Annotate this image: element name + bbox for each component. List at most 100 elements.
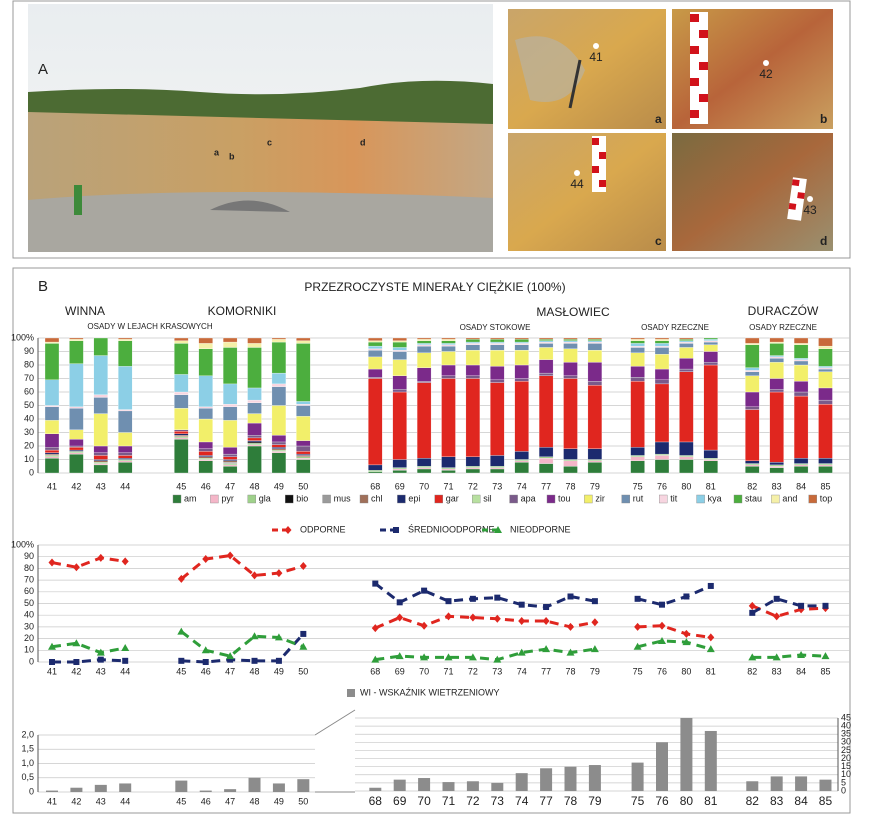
inset-d: [672, 133, 833, 251]
bar-segment: [271, 441, 287, 445]
bar-segment: [441, 344, 456, 347]
bar-segment: [441, 467, 456, 470]
bar-segment: [793, 457, 809, 464]
bar-segment: [630, 345, 645, 348]
bar-segment: [587, 460, 603, 463]
point: [445, 598, 452, 605]
bar-segment: [93, 452, 108, 456]
inset-b: [672, 9, 833, 129]
bar: [746, 781, 759, 791]
bar-segment: [538, 375, 554, 448]
bar-segment: [44, 452, 60, 455]
bar-segment: [222, 462, 238, 464]
x-tick-label: 71: [443, 666, 453, 676]
x-tick-label: 50: [298, 796, 308, 806]
bar-segment: [538, 457, 554, 464]
bar-segment: [93, 462, 108, 464]
bar-segment: [118, 340, 133, 367]
y-tick-label: 2,0: [21, 729, 34, 739]
bar-segment: [44, 405, 60, 408]
bar-segment: [222, 447, 238, 455]
sample-label: 44: [570, 177, 584, 191]
legend-swatch: [659, 494, 668, 504]
bar: [199, 790, 212, 792]
legend-label: mus: [334, 493, 352, 503]
x-tick-label: 42: [71, 796, 81, 806]
x-tick-label: 42: [71, 481, 81, 491]
bar: [297, 779, 310, 792]
legend-label: bio: [296, 493, 308, 503]
x-tick-label: 44: [120, 481, 130, 491]
legend-label: top: [820, 493, 833, 503]
legend-swatch: [509, 494, 518, 504]
bar-segment: [587, 448, 603, 460]
bar-segment: [563, 343, 578, 349]
bar-segment: [118, 462, 133, 474]
bar-segment: [222, 464, 238, 467]
line: [752, 653, 826, 659]
bar-segment: [69, 447, 84, 451]
y-tick-label: 25: [841, 745, 851, 755]
bar-segment: [222, 420, 238, 448]
bar-segment: [271, 341, 287, 374]
bar-segment: [514, 341, 529, 344]
bar-segment: [793, 466, 809, 474]
point: [797, 650, 806, 658]
legend-swatch: [771, 494, 780, 504]
point: [177, 574, 185, 583]
bar-segment: [296, 451, 311, 455]
sample-point: [807, 196, 813, 202]
x-tick-label: 81: [706, 481, 716, 491]
bar-segment: [247, 445, 262, 474]
y-tick-label: 20: [24, 440, 34, 450]
bar-segment: [174, 433, 189, 436]
bar-segment: [93, 445, 108, 453]
bar-segment: [465, 344, 481, 351]
bar-segment: [679, 455, 694, 457]
line: [51, 641, 126, 655]
bar-segment: [793, 337, 809, 344]
x-tick-label: 80: [681, 481, 691, 491]
bar-segment: [514, 337, 529, 340]
line: [180, 553, 304, 581]
bar-segment: [368, 378, 383, 466]
x-tick-label: 68: [370, 666, 380, 676]
bar-segment: [514, 343, 529, 345]
x-tick-label: 84: [794, 794, 808, 808]
bar-segment: [514, 460, 529, 463]
x-tick-label: 72: [466, 794, 480, 808]
bar-segment: [198, 343, 213, 349]
bar-segment: [296, 403, 311, 406]
bar-segment: [392, 347, 407, 351]
bar-segment: [654, 459, 670, 474]
point: [469, 595, 476, 602]
bar-segment: [392, 467, 407, 470]
bar-segment: [563, 460, 578, 467]
bar-segment: [587, 459, 603, 462]
y-tick-label: 100%: [11, 539, 34, 549]
bar-segment: [392, 359, 407, 376]
bar-segment: [416, 457, 432, 467]
bar-segment: [247, 441, 262, 444]
point: [517, 648, 526, 656]
point: [591, 598, 598, 605]
line: [751, 604, 826, 618]
bar-segment: [198, 456, 213, 459]
bar-segment: [368, 470, 383, 472]
bar-segment: [490, 349, 505, 367]
x-tick-label: 50: [298, 666, 308, 676]
bar-segment: [198, 459, 213, 462]
legend-swatch: [247, 494, 257, 504]
legend-label: epi: [408, 493, 420, 503]
legend-label: kya: [708, 493, 722, 503]
bar-segment: [441, 345, 456, 352]
bar-segment: [490, 468, 505, 474]
legend-swatch: [546, 494, 556, 504]
point: [707, 633, 715, 642]
point: [445, 612, 452, 621]
bar-segment: [703, 337, 718, 340]
bar-segment: [818, 345, 833, 349]
bar-segment: [465, 378, 481, 457]
y-tick-label: 1,0: [21, 758, 34, 768]
bar-segment: [538, 359, 554, 374]
